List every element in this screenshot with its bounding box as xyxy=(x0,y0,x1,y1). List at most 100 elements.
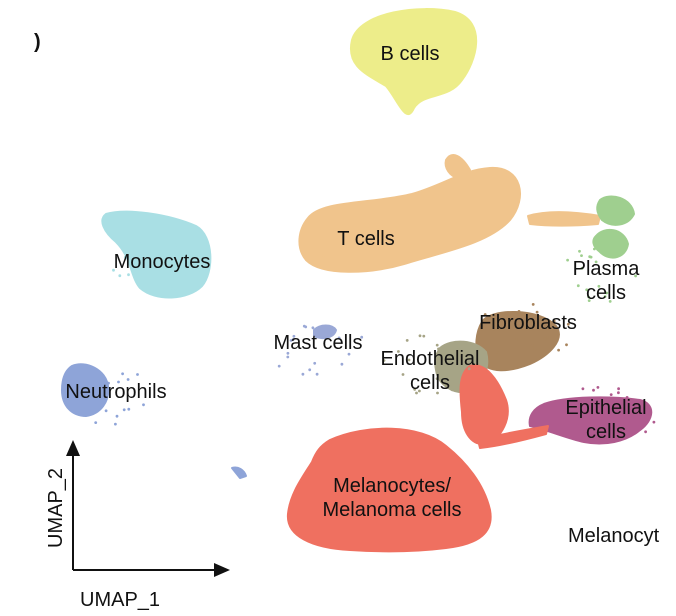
cluster-points-melanocytes-melanoma-cells xyxy=(351,465,439,508)
cell-point xyxy=(400,465,404,469)
cell-point xyxy=(136,373,139,376)
cluster-region-mast-cells-0 xyxy=(313,324,337,339)
cluster-region-t-cells-0 xyxy=(298,166,521,273)
cell-point xyxy=(535,310,539,314)
cell-point xyxy=(392,44,395,47)
cell-point xyxy=(429,495,433,499)
cluster-region-melanocytes-melanoma-cells-1 xyxy=(459,364,509,446)
cell-point xyxy=(424,73,428,77)
cell-point xyxy=(531,303,535,306)
cell-point xyxy=(546,335,549,339)
cluster-monocytes xyxy=(101,210,212,299)
cell-point xyxy=(320,237,324,240)
cell-point xyxy=(515,337,518,341)
cluster-points-mast-cells xyxy=(277,324,364,376)
cluster-label-b-cells: B cells xyxy=(381,43,440,65)
cell-point xyxy=(609,393,613,396)
cluster-region-plasma-cells-0 xyxy=(596,195,635,226)
cell-point xyxy=(422,334,426,338)
cell-point xyxy=(383,73,387,77)
cell-point xyxy=(483,313,487,316)
cell-point xyxy=(566,258,569,262)
cell-point xyxy=(292,334,296,338)
cell-point xyxy=(533,347,537,351)
cell-point xyxy=(576,424,579,427)
cell-point xyxy=(308,368,312,372)
cell-point xyxy=(467,367,471,371)
cell-point xyxy=(126,378,130,381)
cell-point xyxy=(594,260,598,264)
cluster-label-epithelial-cells: Epithelial cells xyxy=(565,397,646,443)
cell-point xyxy=(564,416,568,419)
cell-point xyxy=(358,260,361,263)
cell-point xyxy=(201,281,205,285)
cell-point xyxy=(415,391,418,395)
cell-point xyxy=(415,43,419,47)
cell-point xyxy=(171,287,175,290)
cluster-epithelial-cells xyxy=(528,396,653,445)
cell-point xyxy=(353,225,356,229)
cell-point xyxy=(127,407,131,411)
y-axis-label: UMAP_2 xyxy=(45,468,67,548)
cell-point xyxy=(301,372,305,376)
cell-point xyxy=(589,255,593,259)
cell-point xyxy=(439,38,443,42)
cell-point xyxy=(75,396,79,400)
cell-point xyxy=(449,361,453,365)
cluster-mast-cells xyxy=(313,324,337,339)
cell-point xyxy=(405,339,409,342)
cluster-region-b-cells-0 xyxy=(349,8,478,116)
cell-point xyxy=(597,284,601,288)
cell-point xyxy=(277,364,281,368)
cell-point xyxy=(341,251,345,255)
cell-point xyxy=(593,247,596,251)
cell-point xyxy=(313,361,317,365)
cell-point xyxy=(448,45,452,48)
cell-point xyxy=(122,408,126,412)
cluster-region-melanocytes-melanoma-cells-0 xyxy=(286,427,492,553)
cell-point xyxy=(435,377,439,380)
cell-point xyxy=(585,288,589,292)
cell-point xyxy=(379,68,383,71)
cell-point xyxy=(418,479,422,483)
cell-point xyxy=(375,224,379,227)
cluster-label-mast-cells: Mast cells xyxy=(274,332,363,354)
cluster-melanocytes-melanoma-cells xyxy=(286,364,549,553)
cell-point xyxy=(289,339,293,342)
cluster-region-monocytes-0 xyxy=(101,210,212,299)
cell-point xyxy=(183,275,187,278)
cluster-label-neutrophils: Neutrophils xyxy=(65,381,166,403)
cell-point xyxy=(492,330,496,334)
cell-point xyxy=(304,325,308,329)
cell-point xyxy=(644,430,647,434)
cell-point xyxy=(374,477,378,480)
cell-point xyxy=(581,387,585,391)
cluster-label-t-cells: T cells xyxy=(337,228,394,250)
cell-point xyxy=(345,236,349,240)
cell-point xyxy=(80,399,83,403)
cell-point xyxy=(413,388,417,391)
cell-point xyxy=(83,385,87,388)
cell-point xyxy=(436,391,439,395)
cluster-points-endothelial-cells xyxy=(382,334,471,395)
y-axis-arrowhead xyxy=(66,440,80,456)
cell-point xyxy=(371,501,374,505)
cell-point xyxy=(598,428,601,432)
cluster-region-epithelial-cells-0 xyxy=(528,396,653,445)
cell-point xyxy=(430,83,434,87)
cluster-region-t-cells-1 xyxy=(444,154,471,179)
cell-point xyxy=(628,417,632,420)
cell-point xyxy=(617,391,620,395)
cell-point xyxy=(199,268,203,272)
cell-point xyxy=(373,472,377,476)
cluster-label-layer: B cells T cells Monocytes Plasma cells Fibrob… xyxy=(65,43,646,521)
cluster-label-fibroblasts: Fibroblasts xyxy=(479,312,577,334)
cell-point xyxy=(151,292,155,296)
cell-point xyxy=(127,273,130,277)
cluster-points-neutrophils xyxy=(75,372,145,426)
cell-point xyxy=(356,227,359,231)
cell-point xyxy=(592,388,595,392)
cell-point xyxy=(118,274,122,278)
cell-point xyxy=(566,322,570,326)
cell-point xyxy=(420,481,423,485)
